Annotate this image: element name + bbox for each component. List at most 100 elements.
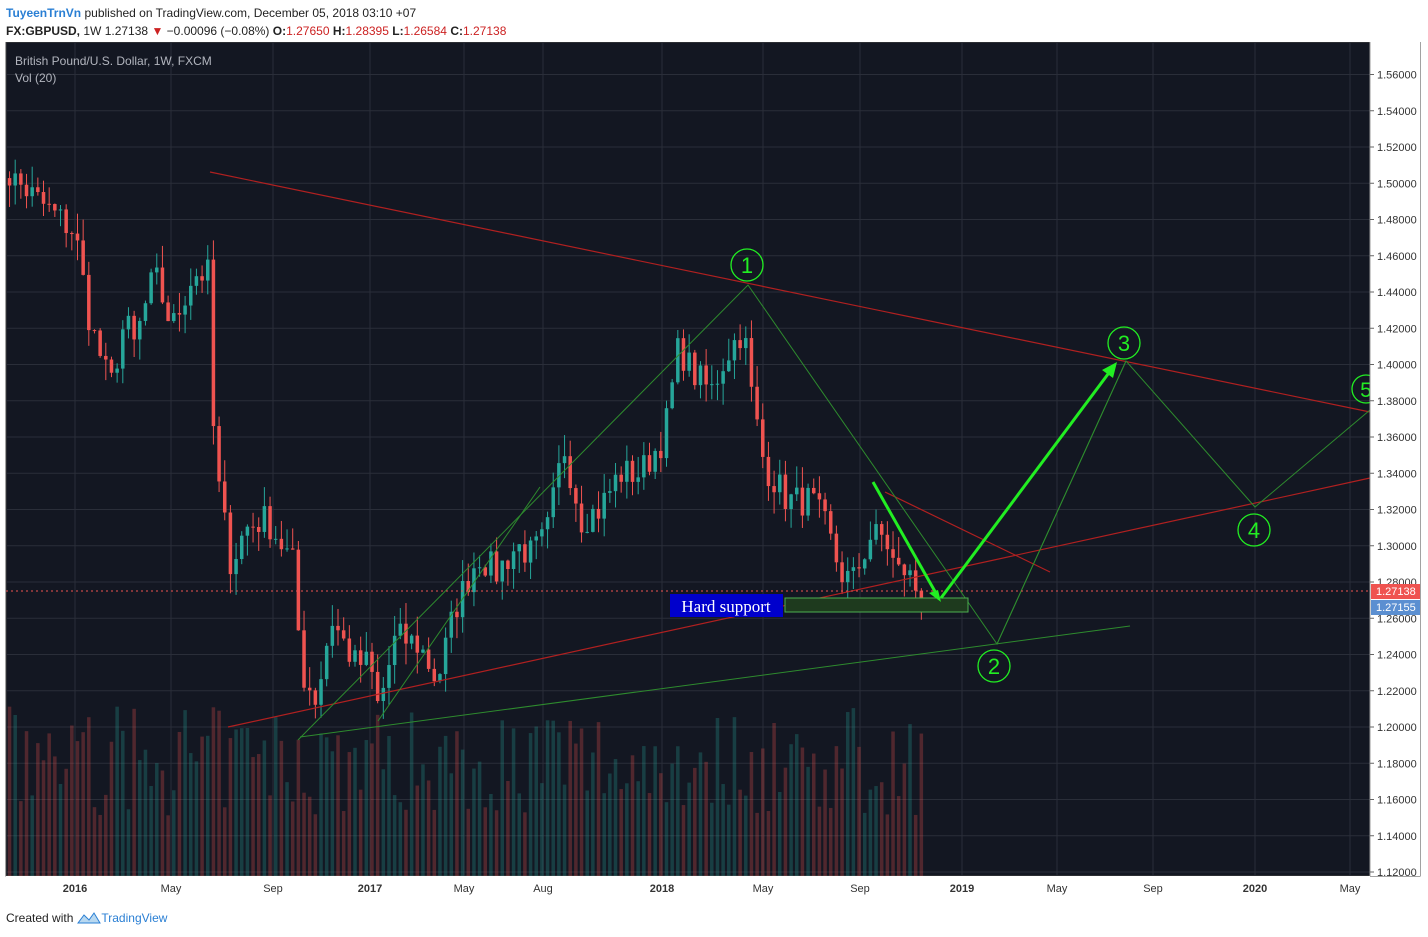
candle-body <box>670 382 674 409</box>
x-tick-label: 2019 <box>950 883 974 895</box>
candle-body <box>783 474 788 509</box>
volume-bar <box>778 791 782 876</box>
volume-bar <box>296 739 301 876</box>
candle-body <box>811 487 816 494</box>
volume-bar <box>251 757 255 876</box>
candle-body <box>370 651 374 672</box>
candle-body <box>245 526 250 536</box>
x-tick-label: May <box>1047 883 1068 895</box>
time-axis[interactable]: 2016 May Sep 2017 May Aug 2018 May Sep 2019 May Sep… <box>6 876 1370 900</box>
price-tags: 1.27138 1.27155 <box>1371 584 1420 615</box>
candle-body <box>387 665 391 688</box>
svg-text:4: 4 <box>1248 518 1260 543</box>
candle-body <box>432 668 437 682</box>
candle-body <box>761 419 765 457</box>
candle-body <box>506 560 510 570</box>
y-tick-label: 1.52000 <box>1377 142 1417 154</box>
y-tick-label: 1.46000 <box>1377 251 1417 263</box>
volume-bar <box>715 717 720 876</box>
y-tick-label: 1.20000 <box>1377 722 1417 734</box>
candle-body <box>562 456 567 464</box>
candle-body <box>166 302 170 322</box>
volume-bar <box>766 810 771 876</box>
volume-bar <box>290 801 295 876</box>
candle-body <box>443 637 448 675</box>
candle-body <box>913 570 918 591</box>
candle-body <box>222 481 227 513</box>
candle-body <box>290 548 295 550</box>
candle-body <box>200 276 204 281</box>
volume-bar <box>681 805 686 876</box>
volume-bar <box>902 763 907 876</box>
ohlc-line: FX:GBPUSD, 1W 1.27138 ▼ −0.00096 (−0.08%… <box>6 22 506 40</box>
candle-body <box>727 360 731 372</box>
candle-body <box>455 611 459 618</box>
volume-bar <box>109 741 114 876</box>
volume-bar <box>585 790 589 876</box>
y-tick-label: 1.18000 <box>1377 758 1417 770</box>
candle-body <box>24 184 29 197</box>
candle-body <box>755 386 759 420</box>
volume-bar <box>177 731 182 876</box>
author-name[interactable]: TuyeenTrnVn <box>6 6 82 20</box>
volume-bar <box>426 780 431 876</box>
y-tick-label: 1.44000 <box>1377 287 1417 299</box>
volume-bar <box>619 789 623 876</box>
candle-body <box>313 690 318 705</box>
x-tick-label: May <box>161 883 182 895</box>
volume-bar <box>172 790 176 876</box>
down-arrow-head <box>929 590 941 602</box>
volume-bar <box>574 743 578 876</box>
candle-body <box>613 474 618 492</box>
y-tick-label: 1.12000 <box>1377 867 1417 879</box>
candle-body <box>619 474 623 482</box>
footer: Created with TradingView <box>6 911 167 925</box>
volume-bar <box>647 793 652 876</box>
candle-body <box>415 635 420 653</box>
candle-body <box>857 567 861 569</box>
close-value: 1.27138 <box>462 24 507 38</box>
volume-bar <box>834 746 839 876</box>
candle-body <box>908 570 912 576</box>
interval-label: 1W <box>83 24 102 38</box>
published-info: published on TradingView.com, December 0… <box>84 6 417 20</box>
chart-title-block: British Pound/U.S. Dollar, 1W, FXCM Vol … <box>15 54 212 85</box>
candle-body <box>239 535 244 559</box>
candle-body <box>574 488 578 504</box>
candlestick-series <box>7 159 924 719</box>
volume-bar <box>149 786 153 876</box>
volume-bar <box>375 714 380 876</box>
candle-body <box>421 649 425 653</box>
volume-bar <box>370 743 374 876</box>
volume-bar <box>364 740 369 876</box>
candle-body <box>273 538 278 540</box>
volume-bar <box>511 728 516 876</box>
candle-body <box>126 315 131 330</box>
tradingview-logo-icon <box>77 912 102 924</box>
candle-body <box>477 567 482 569</box>
volume-bar <box>217 710 221 876</box>
candle-body <box>828 511 833 534</box>
volume-bar <box>245 727 250 876</box>
open-value: 1.27650 <box>286 24 330 38</box>
svg-text:1: 1 <box>741 253 753 278</box>
candle-body <box>817 493 822 500</box>
volume-bar <box>132 708 136 876</box>
candle-body <box>851 567 856 571</box>
volume-bar <box>534 726 538 876</box>
volume-bar <box>477 761 482 876</box>
x-tick-label: Aug <box>533 883 553 895</box>
price-chart[interactable]: 1 2 3 4 5 Hard support British Pound/U.S… <box>0 42 1428 902</box>
candle-body <box>630 460 635 482</box>
volume-bar <box>234 729 238 876</box>
volume-bar <box>732 717 737 876</box>
price-axis[interactable]: 1.56000 1.54000 1.52000 1.50000 1.48000 1.460… <box>1369 42 1420 879</box>
tradingview-link[interactable]: TradingView <box>77 911 167 925</box>
y-tick-label: 1.38000 <box>1377 396 1417 408</box>
candle-body <box>891 549 895 558</box>
created-with-text: Created with <box>6 911 74 925</box>
volume-bar <box>908 724 912 876</box>
candle-body <box>823 499 827 512</box>
candle-body <box>579 503 584 533</box>
y-tick-label: 1.54000 <box>1377 106 1417 118</box>
